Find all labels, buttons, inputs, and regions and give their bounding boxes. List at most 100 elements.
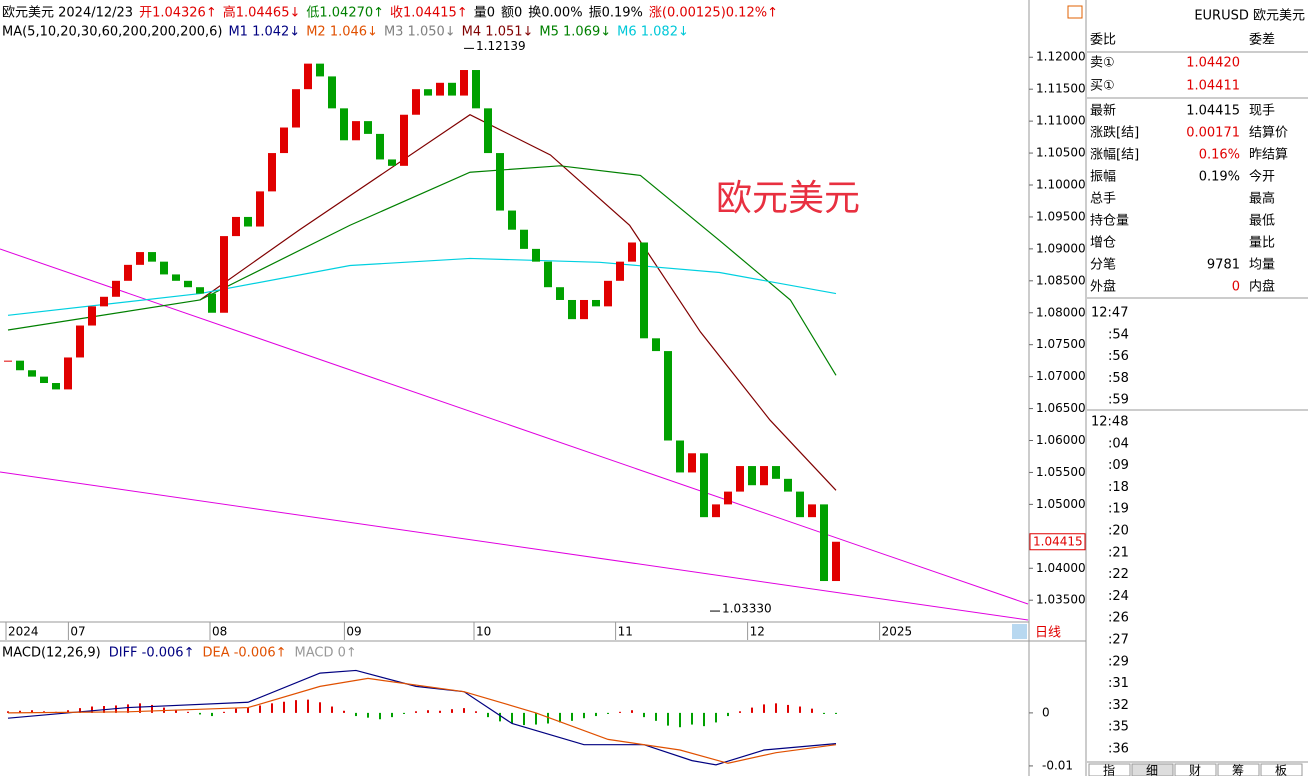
candle — [520, 229, 528, 249]
tab-label[interactable]: 财 — [1189, 764, 1201, 778]
x-tick-label: 12 — [750, 625, 765, 639]
label: 结算价 — [1249, 126, 1288, 141]
time: :59 — [1108, 393, 1129, 408]
y-tick-label: 1.08000 — [1036, 305, 1086, 319]
tab-label[interactable]: 板 — [1275, 764, 1287, 778]
candle — [28, 370, 36, 377]
candle — [124, 264, 132, 281]
candle — [280, 127, 288, 154]
y-tick-label: 1.06000 — [1036, 433, 1086, 447]
y-tick-label: 1.10000 — [1036, 178, 1086, 192]
tab-label[interactable]: 筹 — [1232, 764, 1244, 778]
candle — [184, 280, 192, 288]
time: :09 — [1108, 458, 1129, 473]
header-item: 欧元美元 2024/12/23 — [2, 6, 133, 21]
time: :18 — [1108, 480, 1129, 495]
macd-line — [7, 677, 837, 764]
label: 涨跌[结] — [1090, 125, 1139, 141]
tab-label[interactable]: 细 — [1146, 764, 1158, 778]
candle — [604, 280, 612, 307]
candle — [424, 89, 432, 96]
value: 0.00171 — [1186, 126, 1240, 141]
candle — [4, 360, 12, 362]
candle — [304, 63, 312, 90]
y-tick-label: 1.08500 — [1036, 273, 1086, 287]
x-tick-label: 09 — [346, 625, 361, 639]
candle — [148, 252, 156, 262]
y-tick-label: 1.05500 — [1036, 465, 1086, 479]
candle — [196, 287, 204, 294]
candle — [64, 357, 72, 390]
time: :21 — [1108, 545, 1129, 560]
candle — [436, 82, 444, 96]
header-item: M1 1.042↓ — [228, 25, 300, 40]
header-item: 开1.04326↑ — [139, 6, 217, 21]
ask-value: 1.04420 — [1186, 56, 1240, 71]
candle — [76, 325, 84, 358]
label: 最新 — [1090, 103, 1116, 119]
time: :31 — [1108, 676, 1129, 691]
candle — [52, 383, 60, 390]
annotation: 1.12139 — [476, 39, 526, 53]
y-tick-label: -0.01 — [1042, 758, 1073, 772]
annotation: 1.03330 — [722, 602, 772, 616]
label: 昨结算 — [1249, 148, 1288, 163]
label: 总手 — [1090, 192, 1116, 207]
candle — [820, 504, 828, 582]
candle — [172, 274, 180, 281]
candle — [808, 504, 816, 518]
value: 1.04415 — [1186, 104, 1240, 119]
candle — [232, 216, 240, 237]
candle — [364, 121, 372, 134]
label: 委比 — [1090, 33, 1116, 48]
time: :35 — [1108, 720, 1129, 735]
macd-line — [7, 669, 837, 766]
header-item: 涨(0.00125)0.12%↑ — [649, 6, 778, 21]
candle — [292, 89, 300, 128]
x-tick-label: 07 — [70, 625, 85, 639]
y-tick-label: 1.11500 — [1036, 82, 1086, 96]
candle — [400, 114, 408, 166]
y-tick-label: 1.10500 — [1036, 146, 1086, 160]
candle — [616, 261, 624, 281]
candle — [700, 453, 708, 518]
x-tick-label: 10 — [476, 625, 491, 639]
trend-line — [0, 248, 1029, 605]
candle — [556, 287, 564, 300]
label: 内盘 — [1249, 279, 1275, 295]
label: 现手 — [1249, 104, 1275, 119]
tab-label[interactable]: 指 — [1103, 763, 1115, 778]
candle — [652, 338, 660, 352]
macd-legend: MACD(12,26,9) — [2, 646, 101, 661]
macd-legend: DIFF -0.006↑ — [109, 646, 195, 661]
time: :26 — [1108, 611, 1129, 626]
value: 0.16% — [1199, 148, 1240, 163]
scroll-box[interactable] — [1012, 624, 1027, 639]
y-tick-label: 1.07500 — [1036, 337, 1086, 351]
y-tick-label: 1.09500 — [1036, 209, 1086, 223]
window-icon[interactable] — [1067, 5, 1083, 19]
candle — [328, 76, 336, 109]
candle — [544, 261, 552, 288]
candle — [508, 210, 516, 230]
label: 涨幅[结] — [1090, 148, 1139, 163]
symbol: EURUSD 欧元美元 — [1194, 9, 1305, 24]
time: :36 — [1108, 742, 1129, 757]
header-item: 高1.04465↓ — [223, 5, 301, 21]
candle — [136, 252, 144, 265]
y-tick-label: 1.07000 — [1036, 369, 1086, 383]
candle — [796, 491, 804, 518]
watermark-title: 欧元美元 — [716, 178, 860, 219]
candle — [568, 299, 576, 320]
macd-legend: DEA -0.006↑ — [202, 646, 286, 661]
label: 外盘 — [1090, 279, 1116, 295]
header-item: 换0.00% — [528, 6, 582, 21]
x-tick-label: 2024 — [8, 625, 39, 639]
trend-line — [0, 471, 1029, 621]
label: 增仓 — [1090, 236, 1116, 251]
candle — [16, 360, 24, 371]
candle — [244, 216, 252, 227]
header-item: 低1.04270↑ — [306, 6, 384, 21]
